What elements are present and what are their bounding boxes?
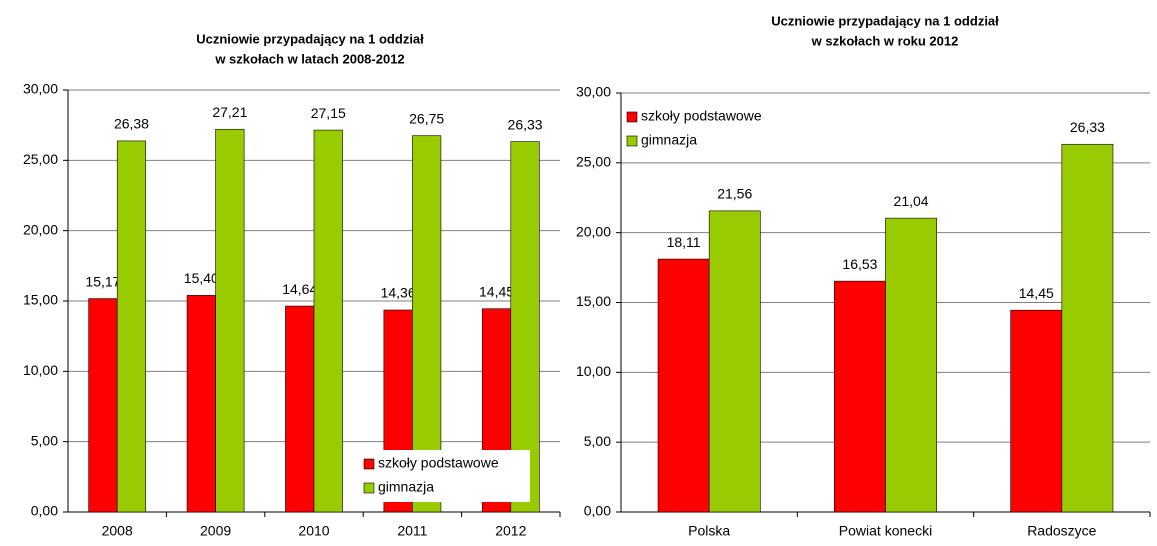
data-label: 14,45 bbox=[479, 283, 514, 299]
data-label: 26,33 bbox=[508, 116, 543, 132]
x-tick-label: Polska bbox=[688, 523, 730, 539]
legend-label: gimnazja bbox=[641, 132, 697, 148]
x-tick-label: 2011 bbox=[397, 523, 427, 539]
data-label: 27,21 bbox=[212, 104, 247, 120]
data-label: 15,40 bbox=[184, 270, 219, 286]
chart-title: w szkołach w latach 2008-2012 bbox=[214, 51, 404, 66]
y-tick-label: 25,00 bbox=[576, 154, 611, 170]
y-tick-label: 0,00 bbox=[584, 503, 611, 519]
y-tick-label: 15,00 bbox=[23, 292, 58, 308]
legend-label: gimnazja bbox=[378, 479, 434, 495]
bar bbox=[88, 298, 118, 513]
data-label: 16,53 bbox=[842, 256, 877, 272]
y-tick-label: 25,00 bbox=[23, 151, 58, 167]
y-tick-label: 10,00 bbox=[576, 363, 611, 379]
y-tick-label: 20,00 bbox=[23, 221, 58, 237]
y-tick-label: 30,00 bbox=[576, 84, 611, 100]
bar bbox=[834, 280, 886, 513]
x-tick-label: 2012 bbox=[495, 523, 526, 539]
bar bbox=[215, 128, 245, 513]
bar bbox=[186, 295, 216, 513]
y-tick-label: 10,00 bbox=[23, 362, 58, 378]
y-tick-label: 0,00 bbox=[31, 503, 58, 519]
x-tick-label: Powiat konecki bbox=[839, 523, 932, 539]
legend-swatch bbox=[626, 135, 638, 147]
legend-swatch bbox=[363, 482, 375, 494]
legend-label: szkoły podstawowe bbox=[641, 108, 762, 124]
data-label: 27,15 bbox=[311, 105, 346, 121]
y-tick-label: 15,00 bbox=[576, 293, 611, 309]
x-tick-label: 2010 bbox=[298, 523, 329, 539]
legend-swatch bbox=[363, 458, 375, 470]
data-label: 14,36 bbox=[381, 285, 416, 301]
legend-box bbox=[623, 103, 793, 155]
bar bbox=[657, 258, 710, 513]
legend-label: szkoły podstawowe bbox=[378, 455, 499, 471]
x-tick-label: 2008 bbox=[102, 523, 133, 539]
data-label: 26,33 bbox=[1070, 119, 1105, 135]
data-label: 21,04 bbox=[894, 193, 929, 209]
bar bbox=[285, 305, 315, 513]
bar bbox=[116, 140, 147, 513]
bar bbox=[1061, 143, 1114, 513]
data-label: 21,56 bbox=[717, 186, 752, 202]
y-tick-label: 20,00 bbox=[576, 223, 611, 239]
bar bbox=[313, 129, 343, 513]
data-label: 26,75 bbox=[409, 110, 444, 126]
chart-title: Uczniowie przypadający na 1 oddział bbox=[196, 31, 424, 46]
y-tick-label: 5,00 bbox=[584, 433, 611, 449]
data-label: 14,45 bbox=[1019, 285, 1054, 301]
legend-swatch bbox=[626, 111, 638, 123]
bar bbox=[1010, 309, 1063, 513]
data-label: 18,11 bbox=[667, 234, 701, 250]
y-tick-label: 5,00 bbox=[31, 432, 58, 448]
data-label: 14,64 bbox=[282, 281, 317, 297]
legend-box bbox=[360, 450, 530, 502]
chart-title: w szkołach w roku 2012 bbox=[811, 33, 959, 48]
data-label: 15,17 bbox=[85, 273, 120, 289]
bar bbox=[708, 210, 761, 513]
data-label: 26,38 bbox=[114, 116, 149, 132]
bar bbox=[412, 135, 442, 513]
y-tick-label: 30,00 bbox=[23, 81, 58, 97]
x-tick-label: 2009 bbox=[200, 523, 231, 539]
bar bbox=[885, 217, 937, 513]
chart-title: Uczniowie przypadający na 1 oddział bbox=[771, 13, 999, 28]
x-tick-label: Radoszyce bbox=[1027, 523, 1096, 539]
